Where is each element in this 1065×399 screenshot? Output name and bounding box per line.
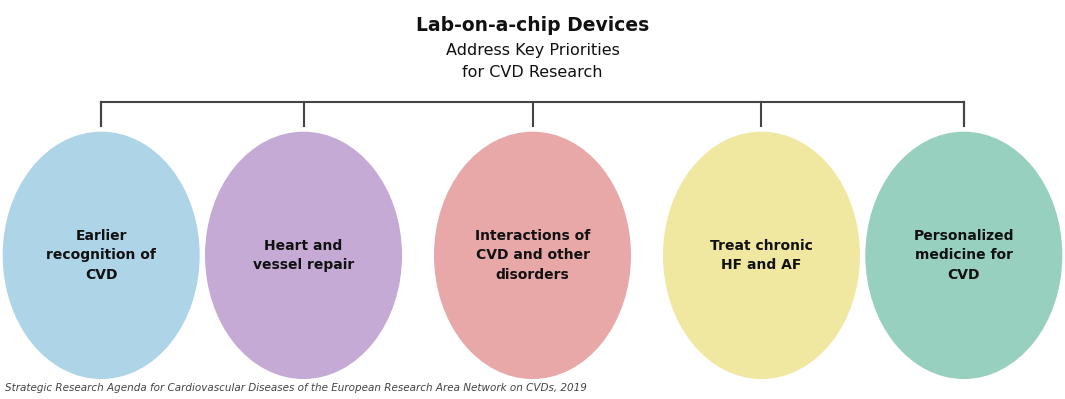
Text: Treat chronic
HF and AF: Treat chronic HF and AF: [710, 239, 813, 272]
Ellipse shape: [865, 132, 1063, 379]
Ellipse shape: [2, 132, 200, 379]
Ellipse shape: [435, 132, 630, 379]
Text: Heart and
vessel repair: Heart and vessel repair: [252, 239, 355, 272]
Text: Address Key Priorities
for CVD Research: Address Key Priorities for CVD Research: [445, 43, 620, 81]
Text: Earlier
recognition of
CVD: Earlier recognition of CVD: [46, 229, 157, 282]
Ellipse shape: [662, 132, 861, 379]
Ellipse shape: [204, 132, 402, 379]
Text: Lab-on-a-chip Devices: Lab-on-a-chip Devices: [415, 16, 650, 36]
Text: Strategic Research Agenda for Cardiovascular Diseases of the European Research A: Strategic Research Agenda for Cardiovasc…: [5, 383, 587, 393]
Text: Interactions of
CVD and other
disorders: Interactions of CVD and other disorders: [475, 229, 590, 282]
Text: Personalized
medicine for
CVD: Personalized medicine for CVD: [914, 229, 1014, 282]
